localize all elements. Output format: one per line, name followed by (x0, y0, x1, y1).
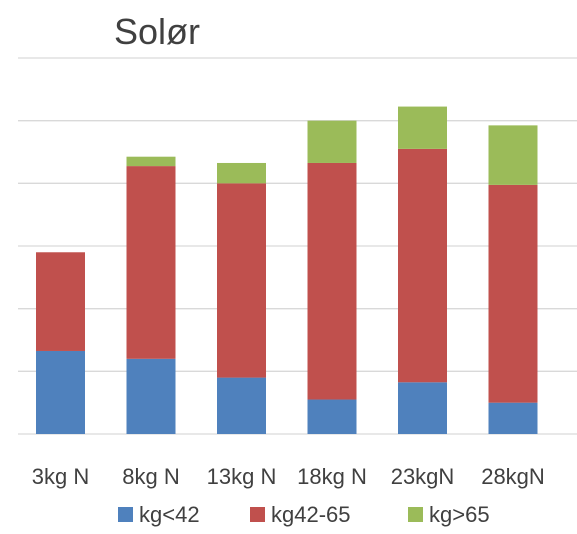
legend-swatch (118, 507, 133, 522)
legend-label: kg<42 (139, 502, 200, 527)
x-tick-label: 28kgN (481, 464, 545, 489)
bar-segment (488, 402, 538, 434)
bar-segment (398, 106, 447, 149)
x-tick-label: 3kg N (32, 464, 89, 489)
bar-segment (488, 125, 538, 185)
legend-swatch (250, 507, 265, 522)
bar-segment (307, 162, 357, 400)
bar-segment (398, 148, 447, 383)
bar-segment (217, 377, 266, 434)
bar-segment (217, 183, 266, 378)
bars (36, 106, 538, 434)
bar-segment (36, 252, 85, 351)
bar-segment (307, 120, 357, 163)
x-tick-label: 8kg N (122, 464, 179, 489)
chart-title: Solør (114, 11, 200, 52)
bar-segment (488, 184, 538, 403)
legend: kg<42 kg42-65 kg>65 (118, 502, 490, 527)
bar-segment (398, 382, 447, 434)
bar-segment (126, 358, 176, 434)
legend-label: kg>65 (429, 502, 490, 527)
x-tick-label: 13kg N (207, 464, 277, 489)
bar-segment (36, 350, 85, 434)
bar-segment (307, 399, 357, 434)
bar-segment (217, 162, 266, 184)
x-tick-label: 18kg N (297, 464, 367, 489)
x-tick-label: 23kgN (391, 464, 455, 489)
gridlines (18, 57, 577, 435)
bar-segment (126, 156, 176, 167)
bar-segment (126, 166, 176, 359)
legend-label: kg42-65 (271, 502, 351, 527)
x-axis-tick-labels: 3kg N 8kg N 13kg N 18kg N 23kgN 28kgN (32, 464, 545, 489)
legend-swatch (408, 507, 423, 522)
